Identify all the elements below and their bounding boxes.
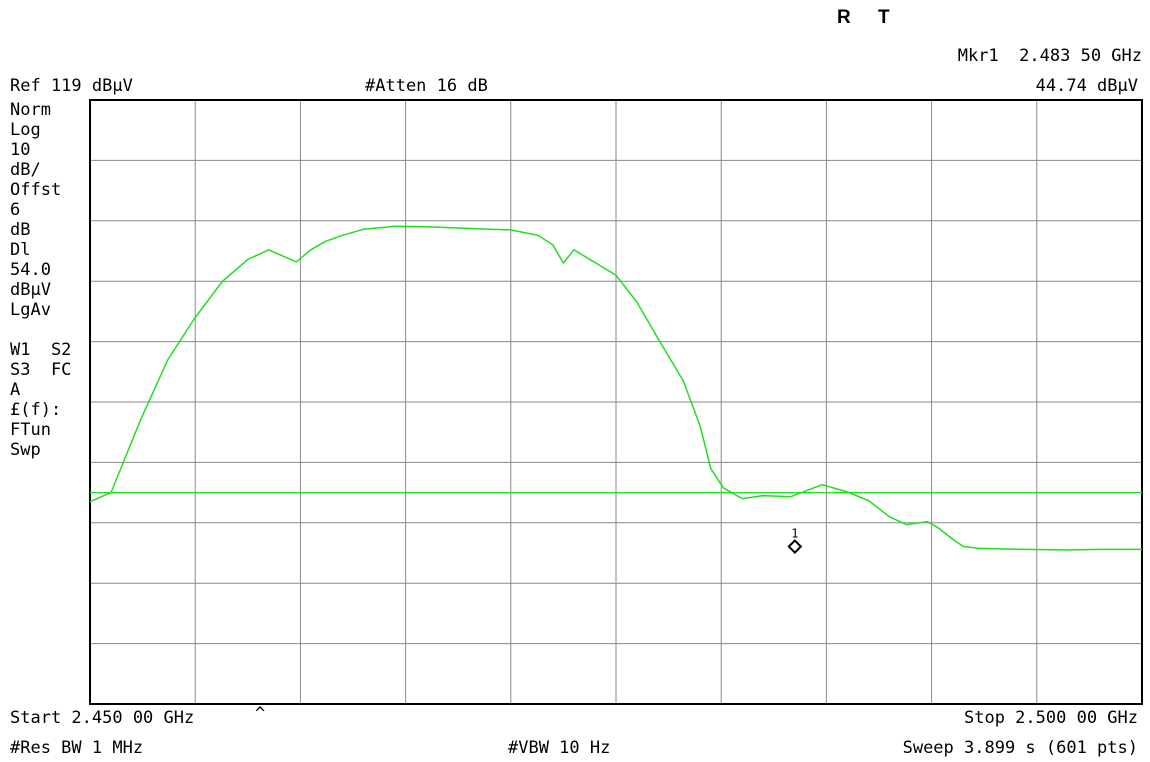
side-annotation-line: dB/ — [10, 160, 41, 180]
side-annotation-line: Swp — [10, 440, 41, 460]
graticule-frame — [89, 99, 1143, 705]
video-bandwidth: #VBW 10 Hz — [508, 738, 611, 758]
side-annotation-line: 6 — [10, 200, 21, 220]
side-annotation-line: 10 — [10, 140, 31, 160]
status-r: R — [837, 7, 851, 28]
resolution-bandwidth: #Res BW 1 MHz — [10, 738, 144, 758]
side-annotation-line: A — [10, 380, 21, 400]
side-annotation-line: 54.0 — [10, 260, 51, 280]
graticule — [90, 100, 1142, 704]
status-t: T — [878, 7, 890, 28]
ref-level: Ref 119 dBμV — [10, 76, 133, 96]
side-annotation-line: Norm — [10, 100, 51, 120]
marker-number: 1 — [791, 527, 798, 541]
spectrum-trace — [89, 225, 1142, 551]
side-annotation-line: LgAv — [10, 300, 51, 320]
sweep-time: Sweep 3.899 s (601 pts) — [902, 738, 1138, 758]
side-annotation-line: W1 S2 — [10, 340, 72, 360]
attenuation: #Atten 16 dB — [365, 76, 488, 96]
side-annotation-line: Dl — [10, 240, 31, 260]
side-annotation-line: S3 FC — [10, 360, 72, 380]
stop-frequency: Stop 2.500 00 GHz — [964, 708, 1138, 728]
side-annotation-line: FTun — [10, 420, 51, 440]
marker-readout-freq: Mkr1 2.483 50 GHz — [957, 46, 1142, 66]
side-annotation-line: Log — [10, 120, 41, 140]
side-annotation-line: £(f): — [10, 400, 62, 420]
center-caret: ^ — [255, 704, 266, 724]
side-annotation-line: dB — [10, 220, 31, 240]
start-frequency: Start 2.450 00 GHz — [10, 708, 195, 728]
side-annotation-line — [10, 320, 71, 340]
marker-readout-amplitude: 44.74 dBμV — [1035, 76, 1138, 96]
side-annotation-line: Offst — [10, 180, 62, 200]
side-annotations: Norm Log 10 dB/Offst 6 dB Dl 54.0 dBμV LgAv W1 S2… — [10, 100, 71, 460]
side-annotation-line: dBμV — [10, 280, 51, 300]
marker-1[interactable]: 1 — [787, 527, 803, 554]
marker-diamond-icon[interactable] — [787, 539, 803, 554]
